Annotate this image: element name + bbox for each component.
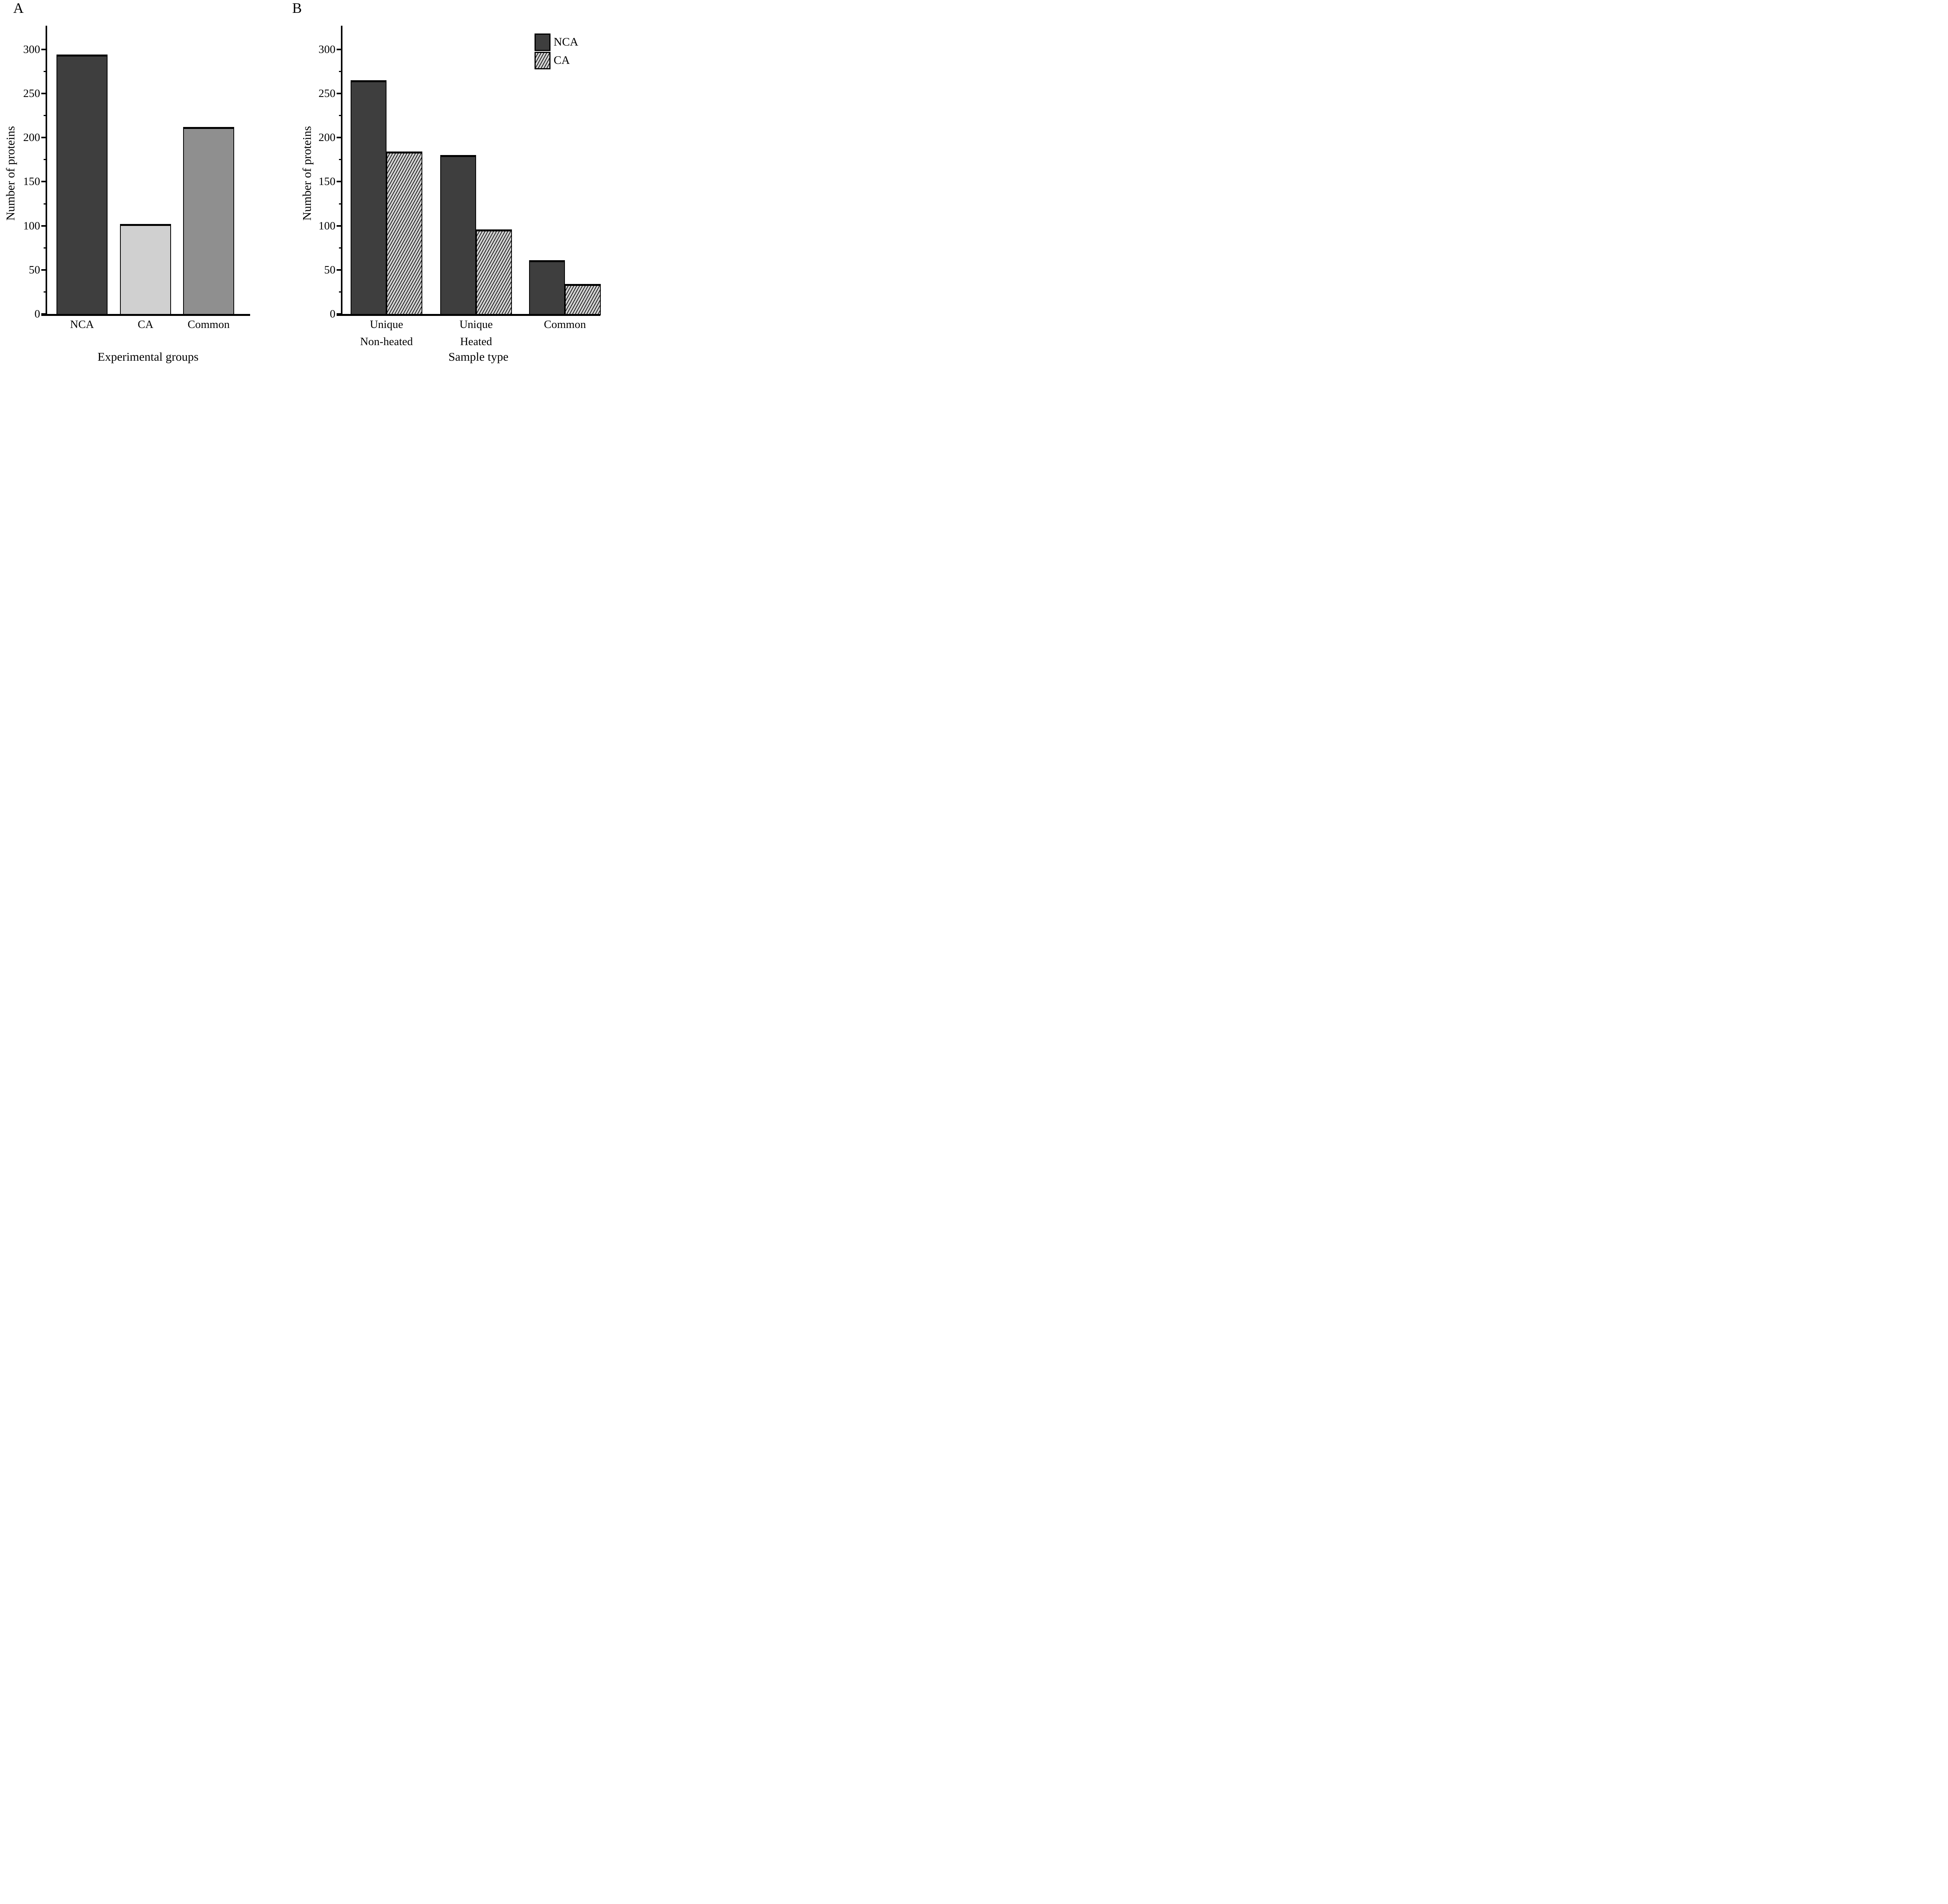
y-minor-tick: [339, 159, 342, 160]
y-major-tick: [337, 137, 342, 139]
x-tick-label: CA: [138, 318, 154, 331]
y-major-tick: [337, 181, 342, 183]
legend-label-ca: CA: [554, 54, 570, 67]
y-tick-label: 250: [318, 87, 336, 100]
bar-common: [183, 127, 234, 315]
y-axis: [46, 26, 47, 316]
bar-common-ca: [565, 284, 601, 315]
bar-unique-non-heated-nca: [351, 80, 386, 315]
y-major-tick: [41, 269, 47, 271]
x-tick-label: NCA: [70, 318, 94, 331]
x-tick-label: Common: [544, 318, 586, 331]
legend-swatch-nca: [535, 33, 551, 51]
y-tick-label: 0: [330, 308, 336, 320]
two-panel-bar-figure: A B Number of proteins Number of protein…: [0, 0, 602, 372]
y-major-tick: [41, 137, 47, 139]
y-major-tick: [41, 313, 47, 315]
y-major-tick: [41, 225, 47, 227]
y-minor-tick: [339, 115, 342, 116]
y-major-tick: [41, 48, 47, 50]
y-major-tick: [337, 225, 342, 227]
panel-letter-a: A: [13, 0, 24, 16]
panel-b-x-axis-title: Sample type: [448, 350, 509, 363]
x-tick-label: Unique: [459, 318, 493, 331]
bar-unique-heated-nca: [440, 155, 476, 315]
y-tick-label: 50: [29, 263, 40, 276]
y-tick-label: 200: [318, 131, 336, 144]
x-axis: [337, 314, 600, 316]
y-major-tick: [337, 269, 342, 271]
y-minor-tick: [44, 203, 47, 205]
y-tick-label: 100: [23, 219, 41, 232]
y-minor-tick: [44, 291, 47, 293]
y-tick-label: 250: [23, 87, 41, 100]
y-major-tick: [337, 313, 342, 315]
x-tick-label: Heated: [460, 335, 492, 348]
y-minor-tick: [339, 247, 342, 249]
y-tick-label: 200: [23, 131, 41, 144]
bar-unique-non-heated-ca: [386, 152, 422, 315]
y-axis: [341, 26, 342, 316]
y-major-tick: [41, 93, 47, 94]
y-minor-tick: [44, 247, 47, 249]
y-minor-tick: [339, 291, 342, 293]
bar-unique-heated-ca: [476, 229, 512, 315]
y-minor-tick: [339, 203, 342, 205]
panel-a-x-axis-title: Experimental groups: [97, 350, 199, 363]
y-tick-label: 150: [23, 175, 41, 188]
y-tick-label: 300: [23, 43, 41, 56]
y-minor-tick: [339, 71, 342, 72]
y-major-tick: [337, 93, 342, 94]
y-tick-label: 150: [318, 175, 336, 188]
legend-label-nca: NCA: [554, 35, 579, 48]
y-tick-label: 0: [34, 308, 41, 320]
y-major-tick: [337, 48, 342, 50]
legend-swatch-ca: [535, 52, 551, 69]
panel-b-y-axis-title: Number of proteins: [300, 126, 314, 221]
y-minor-tick: [44, 71, 47, 72]
bar-ca: [120, 224, 171, 315]
panel-letter-b: B: [292, 0, 302, 16]
x-axis: [41, 314, 250, 316]
x-tick-label: Unique: [370, 318, 403, 331]
y-minor-tick: [44, 115, 47, 116]
y-tick-label: 50: [324, 263, 335, 276]
bar-nca: [56, 55, 108, 315]
x-tick-label: Non-heated: [360, 335, 413, 348]
y-minor-tick: [44, 159, 47, 160]
y-tick-label: 100: [318, 219, 336, 232]
y-tick-label: 300: [318, 43, 336, 56]
bar-common-nca: [529, 260, 565, 315]
y-major-tick: [41, 181, 47, 183]
panel-a-y-axis-title: Number of proteins: [4, 126, 17, 221]
x-tick-label: Common: [187, 318, 230, 331]
